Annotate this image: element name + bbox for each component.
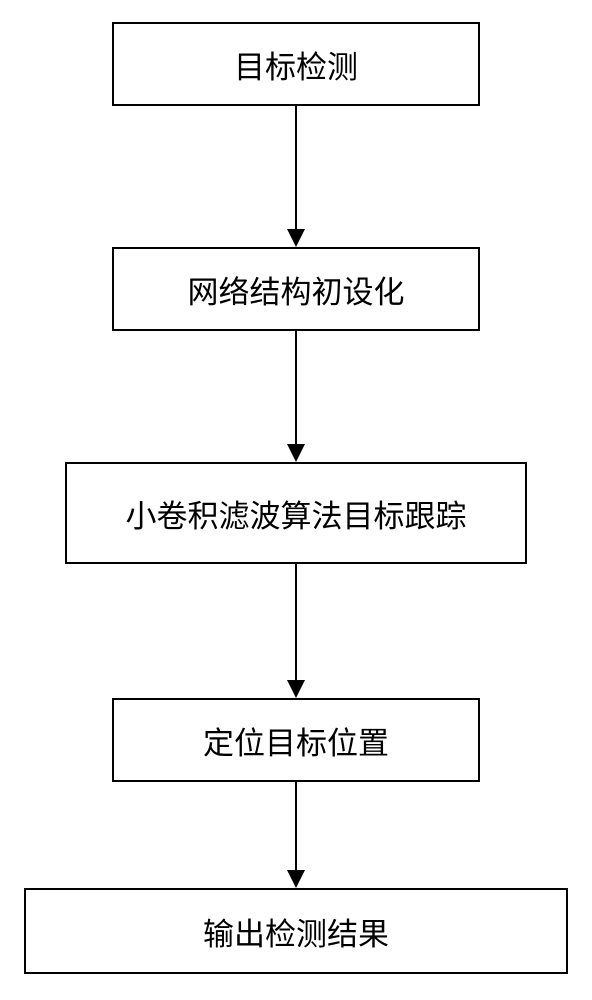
flow-node-1: 目标检测 [112,22,480,106]
flow-node-label: 网络结构初设化 [188,267,405,312]
flow-arrow-line [295,564,297,680]
flowchart-canvas: 目标检测 网络结构初设化 小卷积滤波算法目标跟踪 定位目标位置 输出检测结果 [0,0,592,1000]
flow-arrow-head [287,870,305,888]
flow-arrow-head [287,229,305,247]
flow-arrow-line [295,331,297,444]
flow-node-label: 目标检测 [234,42,358,87]
flow-arrow-line [295,106,297,229]
flow-arrow-head [287,680,305,698]
flow-arrow-line [295,782,297,870]
flow-node-3: 小卷积滤波算法目标跟踪 [65,462,527,564]
flow-node-label: 定位目标位置 [203,718,389,763]
flow-node-label: 输出检测结果 [203,909,389,954]
flow-arrow-head [287,444,305,462]
flow-node-5: 输出检测结果 [24,888,568,974]
flow-node-4: 定位目标位置 [112,698,480,782]
flow-node-2: 网络结构初设化 [112,247,480,331]
flow-node-label: 小卷积滤波算法目标跟踪 [126,491,467,536]
